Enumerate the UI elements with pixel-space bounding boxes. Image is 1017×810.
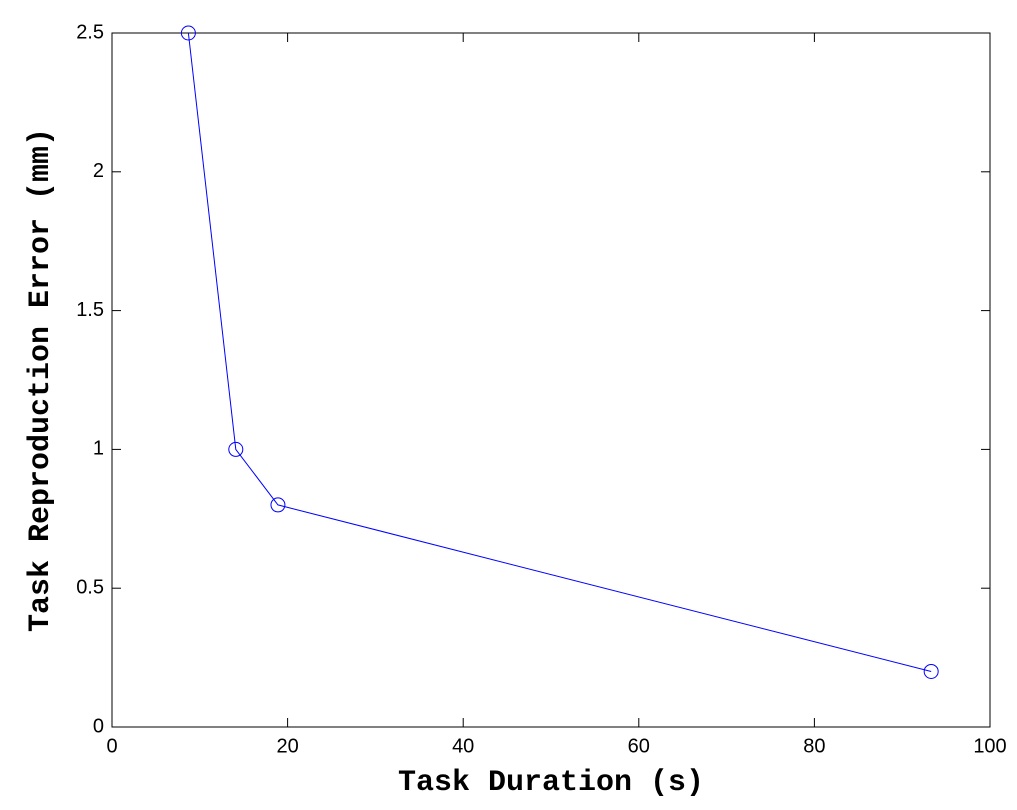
data-marker <box>228 441 244 457</box>
x-tick-label: 80 <box>803 735 825 757</box>
x-tick-label: 20 <box>276 735 298 757</box>
y-tick-label: 1 <box>93 438 104 460</box>
data-marker <box>923 663 939 679</box>
x-axis-label: Task Duration (s) <box>398 766 704 800</box>
x-tick-label: 0 <box>106 735 117 757</box>
data-marker <box>270 497 286 513</box>
y-axis-label: Task Reproduction Error (mm) <box>24 128 58 632</box>
data-line <box>187 32 932 672</box>
x-tick-label: 60 <box>628 735 650 757</box>
y-tick-label: 0 <box>93 715 104 737</box>
y-tick-label: 1.5 <box>76 299 104 321</box>
y-tick-label: 2 <box>93 160 104 182</box>
x-tick-label: 100 <box>973 735 1006 757</box>
x-tick-label: 40 <box>452 735 474 757</box>
plot-area <box>111 32 991 728</box>
data-marker <box>180 25 196 41</box>
y-tick-label: 2.5 <box>76 21 104 43</box>
y-tick-label: 0.5 <box>76 576 104 598</box>
